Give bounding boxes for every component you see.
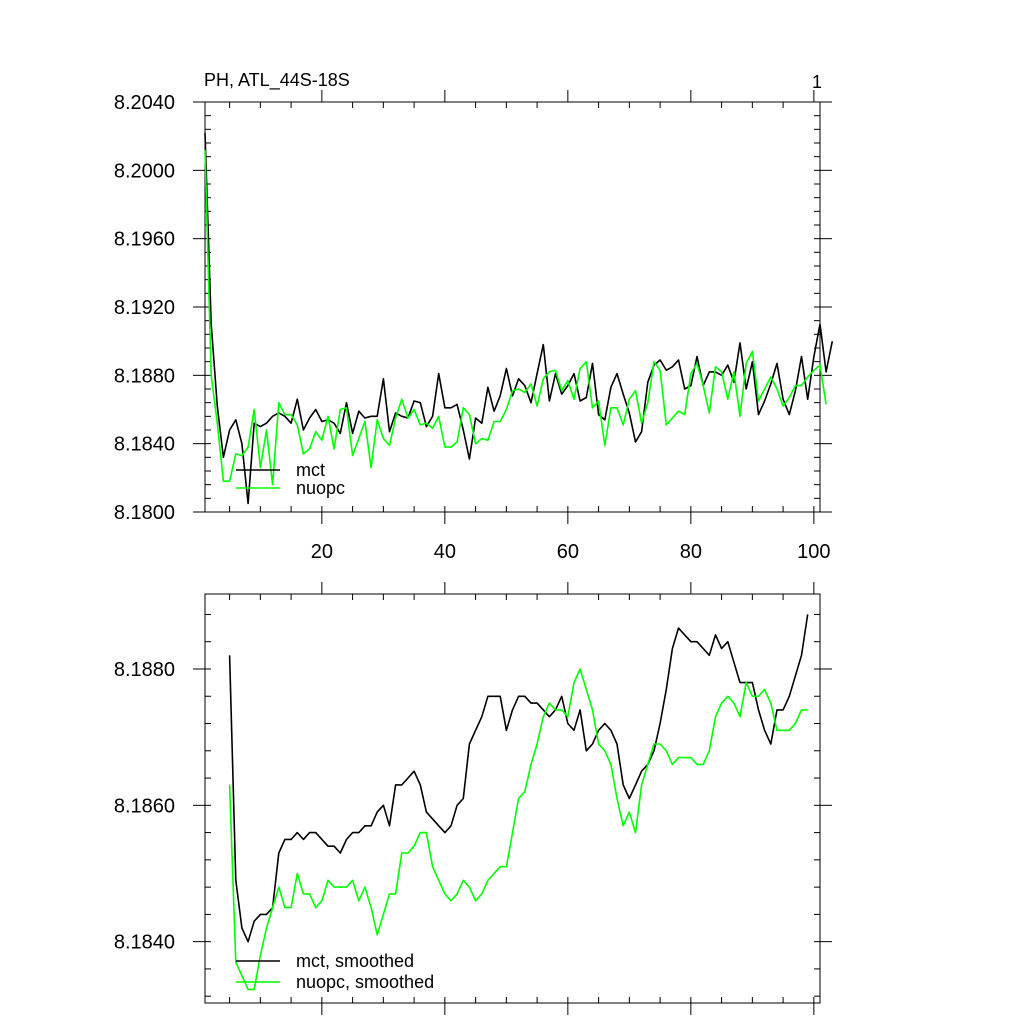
plot-frame bbox=[204, 101, 821, 513]
y-tick-label: 8.1840 bbox=[114, 434, 175, 456]
x-tick-label: 40 bbox=[434, 541, 456, 563]
plot-frame bbox=[204, 593, 821, 1004]
x-tick-label: 60 bbox=[557, 541, 579, 563]
x-tick-label: 80 bbox=[680, 541, 702, 563]
y-tick-label: 8.1880 bbox=[114, 659, 175, 681]
legend-label: mct, smoothed bbox=[296, 951, 414, 971]
y-tick-label: 8.1880 bbox=[114, 365, 175, 387]
x-tick-label: 100 bbox=[797, 541, 830, 563]
legend-label: nuopc bbox=[296, 478, 345, 498]
y-tick-label: 8.1960 bbox=[114, 229, 175, 251]
panel-number: 1 bbox=[812, 72, 822, 92]
x-tick-label: 20 bbox=[311, 541, 333, 563]
y-tick-label: 8.2000 bbox=[114, 160, 175, 182]
y-tick-label: 8.2040 bbox=[114, 92, 175, 114]
series-line-mct bbox=[204, 132, 834, 505]
legend-label: nuopc, smoothed bbox=[296, 972, 434, 992]
y-tick-label: 8.1860 bbox=[114, 795, 175, 817]
y-tick-label: 8.1920 bbox=[114, 297, 175, 319]
legend-label: mct bbox=[296, 460, 325, 480]
chart-title: PH, ATL_44S-18S bbox=[204, 70, 350, 91]
top-panel: 20 40 60 80 100 8.1800 8.1840 8.1880 8.1920 8.196… bbox=[114, 70, 834, 563]
series-line-mct-smoothed bbox=[228, 614, 809, 943]
y-tick-label: 8.1840 bbox=[114, 932, 175, 954]
series-line-nuopc bbox=[204, 149, 827, 486]
series-line-nuopc-smoothed bbox=[228, 668, 808, 991]
y-tick-label: 8.1800 bbox=[114, 502, 175, 524]
